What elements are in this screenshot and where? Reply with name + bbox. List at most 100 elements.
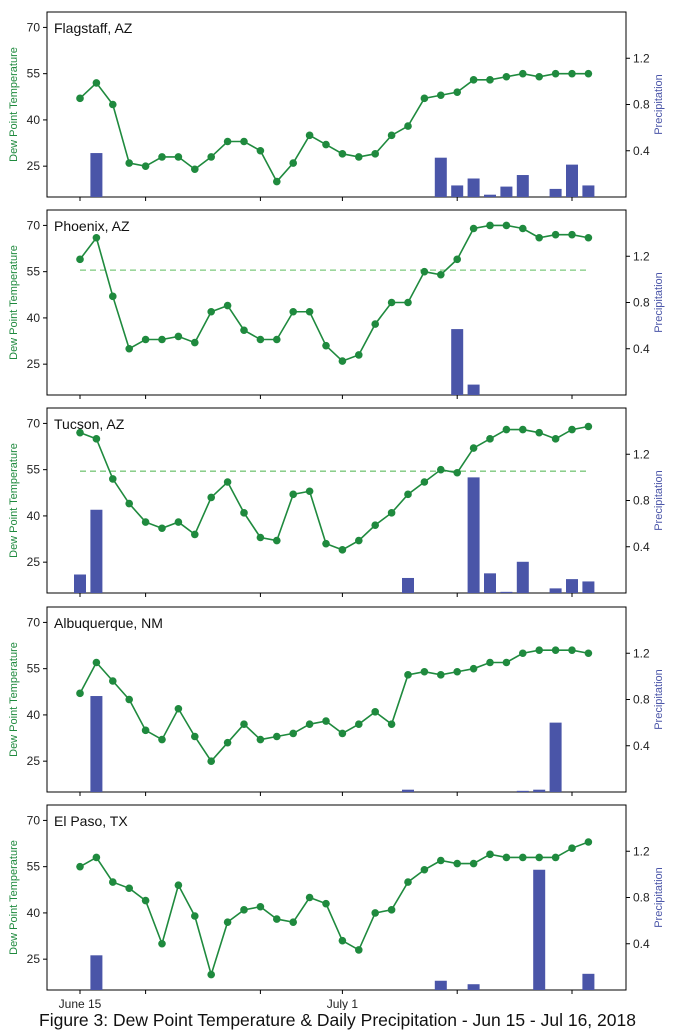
dewpoint-point: [240, 720, 248, 728]
y2-tick-label: 0.4: [633, 739, 650, 753]
dewpoint-point: [502, 72, 511, 81]
dewpoint-point: [141, 896, 150, 905]
dewpoint-point: [486, 76, 494, 84]
dewpoint-point: [404, 298, 412, 307]
dewpoint-point: [420, 478, 429, 486]
dewpoint-point: [273, 177, 281, 186]
dewpoint-point: [551, 435, 560, 443]
dewpoint-point: [338, 357, 347, 365]
dewpoint-point: [158, 335, 166, 344]
dewpoint-point: [371, 909, 380, 917]
y2-tick-label: 0.8: [633, 98, 650, 112]
dewpoint-point: [519, 425, 527, 434]
dewpoint-point: [289, 729, 298, 738]
dewpoint-point: [322, 899, 330, 908]
right-axis-label: Precipitation: [653, 470, 665, 531]
right-axis-label: Precipitation: [653, 867, 665, 928]
dewpoint-point: [256, 902, 265, 911]
precip-bar: [402, 577, 414, 593]
y2-tick-label: 1.2: [633, 51, 650, 65]
precip-bar: [582, 185, 595, 197]
dewpoint-point: [551, 853, 560, 862]
left-axis-label: Dew Point Temperature: [8, 245, 20, 360]
dewpoint-point: [322, 341, 330, 350]
right-axis-label: Precipitation: [653, 669, 665, 730]
dewpoint-point: [207, 307, 215, 316]
dewpoint-line: [79, 649, 589, 763]
dewpoint-point: [371, 521, 380, 529]
precip-bar: [467, 984, 480, 990]
panel-title: Phoenix, AZ: [54, 218, 130, 234]
dewpoint-point: [305, 720, 314, 728]
y-tick-label: 25: [27, 952, 41, 966]
dewpoint-point: [76, 255, 84, 264]
y2-tick-label: 0.8: [633, 891, 650, 905]
precip-bar: [516, 175, 529, 197]
dewpoint-point: [355, 153, 363, 161]
y2-tick-label: 0.4: [633, 937, 650, 951]
dewpoint-point: [158, 153, 166, 161]
precip-bar: [500, 591, 513, 593]
dewpoint-point: [584, 838, 593, 846]
dewpoint-point: [158, 939, 166, 948]
precip-bar: [74, 574, 86, 593]
chart-panel: 25 40 55 70 0.4 0.8 1.2 Flagstaff, AZ Dew Point …: [8, 11, 665, 201]
y-tick-label: 55: [27, 67, 41, 81]
chart-panel: 25 40 55 70 0.4 0.8 1.2 Phoenix, AZ Dew Point Te…: [8, 209, 665, 399]
precip-bar: [434, 980, 447, 990]
y-tick-label: 40: [27, 311, 41, 325]
dewpoint-point: [584, 233, 593, 242]
dewpoint-point: [256, 735, 265, 744]
precip-bar: [484, 573, 496, 593]
dewpoint-point: [191, 732, 199, 741]
y-tick-label: 70: [27, 615, 41, 629]
dewpoint-point: [273, 732, 281, 741]
precip-bar: [467, 384, 480, 395]
dewpoint-point: [437, 270, 445, 279]
dewpoint-point: [371, 320, 380, 328]
dewpoint-point: [469, 224, 478, 233]
dewpoint-point: [453, 468, 462, 477]
dewpoint-point: [404, 490, 412, 499]
dewpoint-point: [420, 865, 429, 874]
precip-bar: [434, 157, 447, 197]
dewpoint-point: [519, 69, 527, 78]
dewpoint-point: [502, 853, 511, 862]
dewpoint-point: [322, 539, 330, 548]
precip-bar: [467, 178, 480, 197]
dewpoint-point: [355, 946, 363, 954]
dewpoint-line: [79, 72, 589, 183]
dewpoint-point: [387, 131, 396, 140]
dewpoint-point: [240, 326, 248, 335]
dewpoint-point: [486, 221, 494, 230]
panel-title: Albuquerque, NM: [54, 615, 163, 631]
dewpoint-point: [191, 338, 199, 347]
dewpoint-point: [469, 444, 478, 452]
y-tick-label: 25: [27, 159, 41, 173]
dewpoint-point: [158, 735, 166, 744]
dewpoint-point: [535, 646, 543, 654]
dewpoint-point: [240, 906, 248, 914]
y-tick-label: 70: [27, 416, 41, 430]
chart-panel: 25 40 55 70 0.4 0.8 1.2 Tucson, AZ Dew Point Tem…: [8, 407, 665, 597]
dewpoint-point: [551, 230, 560, 239]
panel-title: El Paso, TX: [54, 813, 128, 829]
dewpoint-line: [79, 841, 589, 978]
y-tick-label: 25: [27, 754, 41, 768]
dewpoint-point: [125, 884, 133, 893]
dewpoint-point: [256, 146, 265, 155]
dewpoint-point: [125, 344, 133, 353]
dewpoint-point: [158, 524, 166, 533]
dewpoint-point: [535, 233, 543, 242]
dewpoint-point: [207, 493, 215, 502]
precip-bar: [533, 789, 546, 792]
precip-bar: [516, 790, 529, 792]
dewpoint-point: [338, 936, 347, 945]
dewpoint-point: [338, 546, 347, 554]
y-tick-label: 40: [27, 113, 41, 127]
precip-bar: [566, 579, 578, 593]
dewpoint-point: [191, 912, 199, 920]
dewpoint-point: [437, 671, 445, 679]
dewpoint-point: [387, 298, 396, 307]
y2-tick-label: 1.2: [633, 646, 650, 660]
